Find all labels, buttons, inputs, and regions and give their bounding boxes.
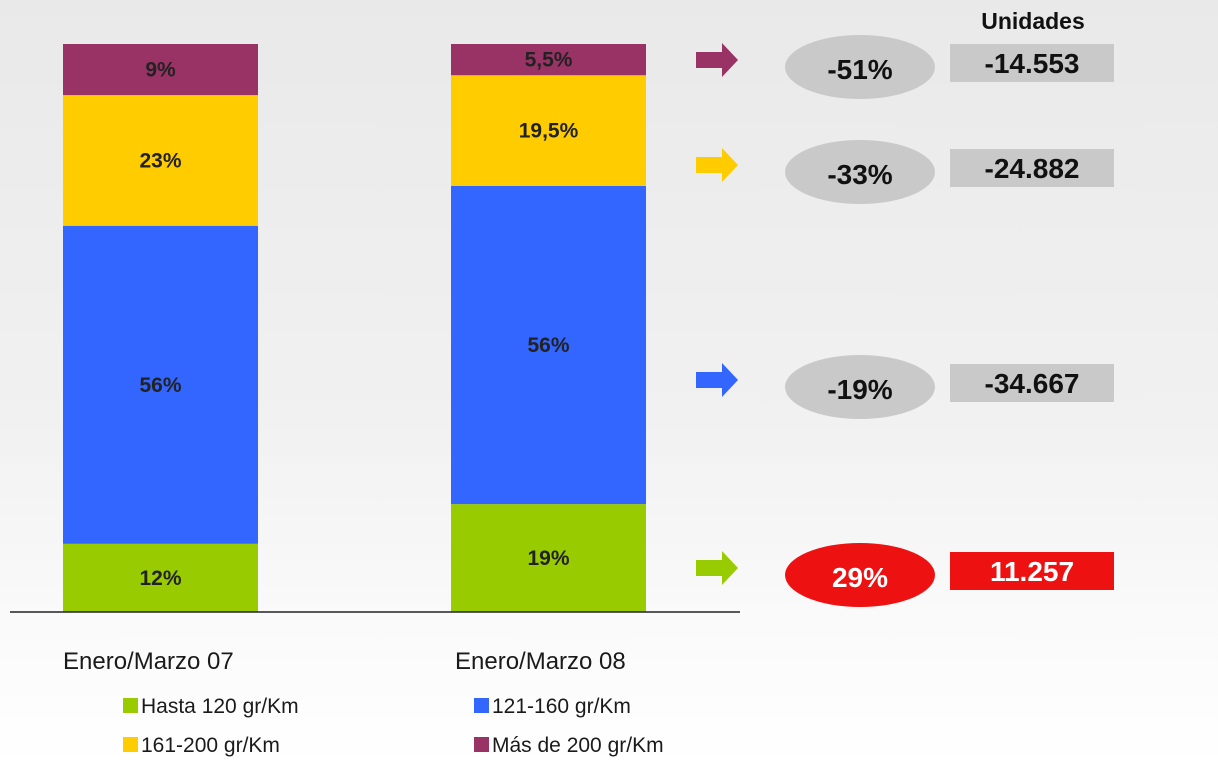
arrow-icon-hasta-120-gr-km [696, 551, 738, 585]
change-annotations: -51% -14.553 -33% -24.882 -19% -34.667 29% 11.2… [696, 35, 1114, 607]
data-label-121-160-gr-km-2: 56% [527, 334, 569, 357]
change-ellipse-161-200-gr-km [785, 140, 935, 204]
legend-swatch-hasta-120-gr-km [123, 698, 138, 713]
legend-label-hasta-120-gr-km: Hasta 120 gr/Km [141, 695, 299, 718]
bar-segment-hasta-120-gr-km-2 [451, 504, 646, 612]
data-label-mas-de-200-gr-km-1: 9% [145, 59, 176, 82]
units-box-hasta-120-gr-km [950, 552, 1114, 590]
legend-swatch-121-160-gr-km [474, 698, 489, 713]
data-label-hasta-120-gr-km-2: 19% [527, 547, 569, 570]
change-percent-hasta-120-gr-km: 29% [832, 562, 888, 593]
arrow-icon-121-160-gr-km [696, 363, 738, 397]
bars-group: 12% 56% 23% 9% 19% 56% 19,5% 5,5% [63, 44, 646, 612]
units-value-161-200-gr-km: -24.882 [985, 153, 1080, 184]
bar-segment-mas-de-200-gr-km-2 [451, 44, 646, 76]
bar-segment-161-200-gr-km-2 [451, 75, 646, 186]
category-label-2: Enero/Marzo 08 [455, 648, 626, 675]
bar-segment-121-160-gr-km-1 [63, 225, 258, 544]
legend-label-mas-de-200-gr-km: Más de 200 gr/Km [492, 734, 664, 757]
change-percent-mas-de-200-gr-km: -51% [827, 54, 892, 85]
legend: Hasta 120 gr/Km 121-160 gr/Km 161-200 gr/K… [123, 695, 664, 757]
units-box-161-200-gr-km [950, 149, 1114, 187]
legend-swatch-161-200-gr-km [123, 737, 138, 752]
category-label-1: Enero/Marzo 07 [63, 648, 234, 675]
units-value-hasta-120-gr-km: 11.257 [990, 556, 1074, 587]
legend-swatch-mas-de-200-gr-km [474, 737, 489, 752]
bar-segment-161-200-gr-km-1 [63, 95, 258, 226]
arrow-icon-161-200-gr-km [696, 148, 738, 182]
change-ellipse-121-160-gr-km [785, 355, 935, 419]
bar-segment-hasta-120-gr-km-1 [63, 543, 258, 612]
units-value-mas-de-200-gr-km: -14.553 [985, 48, 1080, 79]
units-value-121-160-gr-km: -34.667 [985, 368, 1080, 399]
legend-label-121-160-gr-km: 121-160 gr/Km [492, 695, 631, 718]
data-label-hasta-120-gr-km-1: 12% [139, 567, 181, 590]
change-ellipse-mas-de-200-gr-km [785, 35, 935, 99]
units-box-mas-de-200-gr-km [950, 44, 1114, 82]
data-label-mas-de-200-gr-km-2: 5,5% [525, 49, 573, 72]
units-header: Unidades [981, 8, 1085, 34]
bar-segment-mas-de-200-gr-km-1 [63, 44, 258, 96]
change-percent-121-160-gr-km: -19% [827, 374, 892, 405]
arrow-icon-mas-de-200-gr-km [696, 43, 738, 77]
data-label-161-200-gr-km-1: 23% [139, 149, 181, 172]
data-label-121-160-gr-km-1: 56% [139, 374, 181, 397]
category-labels: Enero/Marzo 07 Enero/Marzo 08 [63, 648, 626, 675]
bar-segment-121-160-gr-km-2 [451, 186, 646, 505]
legend-label-161-200-gr-km: 161-200 gr/Km [141, 734, 280, 757]
change-ellipse-hasta-120-gr-km [785, 543, 935, 607]
units-box-121-160-gr-km [950, 364, 1114, 402]
change-percent-161-200-gr-km: -33% [827, 159, 892, 190]
data-label-161-200-gr-km-2: 19,5% [519, 120, 579, 143]
